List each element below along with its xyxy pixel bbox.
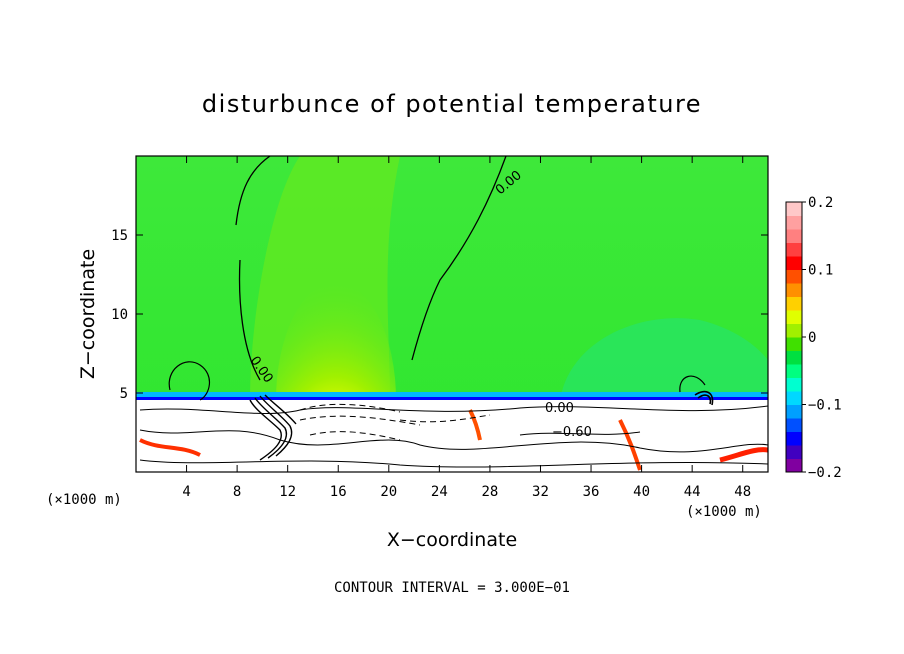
x-axis: 4 8 12 16 20 24 28 32 36 40 44 48 xyxy=(182,156,751,500)
colorbar-tick-label-1: 0.1 xyxy=(808,263,833,279)
x-tick-label-7: 32 xyxy=(532,484,549,500)
colorbar: 0.2 0.1 0 −0.1 −0.2 xyxy=(785,195,842,481)
colorbar-tick-label-3: −0.1 xyxy=(808,398,842,414)
x-tick-label-6: 28 xyxy=(481,484,498,500)
cold-layer-contours xyxy=(139,405,768,468)
x-tick-label-11: 48 xyxy=(734,484,751,500)
colorbar-tick-label-4: −0.2 xyxy=(808,465,842,481)
colorbar-cell-15 xyxy=(786,256,802,270)
x-tick-label-1: 8 xyxy=(233,484,241,500)
x-tick-label-0: 4 xyxy=(182,484,190,500)
cold-layer-red-streak-right xyxy=(618,419,642,471)
y-axis-label: Z−coordinate xyxy=(77,249,99,379)
colorbar-cell-1 xyxy=(786,445,802,459)
dashed-contours xyxy=(299,403,491,441)
colorbar-cell-10 xyxy=(786,323,802,338)
x-tick-label-10: 44 xyxy=(684,484,701,500)
colorbar-tick-label-2: 0 xyxy=(808,330,816,346)
colorbar-cell-5 xyxy=(786,391,802,405)
colorbar-cell-6 xyxy=(786,377,802,392)
y-axis: 5 10 15 xyxy=(111,228,768,402)
x-tick-label-4: 20 xyxy=(380,484,397,500)
colorbar-cell-8 xyxy=(786,350,802,365)
teal-patch-right xyxy=(560,318,768,400)
colorbar-cell-19 xyxy=(786,202,802,216)
interface-layer-blue xyxy=(136,392,768,398)
colorbar-cell-13 xyxy=(786,283,802,297)
interface-layer-dark xyxy=(136,397,768,400)
cold-layer-red-streak-far xyxy=(719,447,768,463)
colorbar-cell-18 xyxy=(786,215,802,230)
x-tick-label-5: 24 xyxy=(431,484,448,500)
cold-layer-red-streak-left xyxy=(139,438,201,457)
zero-contour-right-loop xyxy=(679,375,706,393)
colorbar-cell-12 xyxy=(786,296,802,311)
colorbar-cell-7 xyxy=(786,364,802,378)
y-tick-label-2: 15 xyxy=(111,228,128,244)
contour-field xyxy=(136,156,768,472)
zero-contour-left-loop xyxy=(168,361,210,401)
colorbar-cell-3 xyxy=(786,418,802,432)
contour-interval-text: CONTOUR INTERVAL = 3.000E−01 xyxy=(334,580,570,596)
colorbar-cell-4 xyxy=(786,404,802,419)
zero-contour xyxy=(235,156,507,381)
colorbar-cell-16 xyxy=(786,242,802,257)
x-tick-label-9: 40 xyxy=(633,484,650,500)
dense-contour-cluster-right xyxy=(694,390,714,406)
y-tick-label-0: 5 xyxy=(120,386,128,402)
x-unit-left: (×1000 m) xyxy=(46,492,122,508)
colorbar-tick-label-0: 0.2 xyxy=(808,195,833,211)
colorbar-cell-0 xyxy=(786,458,802,473)
dense-contour-cluster-left xyxy=(249,394,297,461)
colorbar-cell-17 xyxy=(786,229,802,243)
cold-layer xyxy=(136,400,768,472)
x-tick-label-3: 16 xyxy=(330,484,347,500)
contour-label-2: 0.00 xyxy=(545,401,574,416)
contour-label-3: −0.60 xyxy=(552,425,592,440)
x-unit-right: (×1000 m) xyxy=(686,504,762,520)
colorbar-cell-11 xyxy=(786,310,802,324)
y-tick-label-1: 10 xyxy=(111,307,128,323)
colorbar-cell-14 xyxy=(786,269,802,284)
x-tick-label-8: 36 xyxy=(583,484,600,500)
colorbar-cell-9 xyxy=(786,337,802,351)
chart-title: disturbunce of potential temperature xyxy=(202,90,702,118)
x-tick-label-2: 12 xyxy=(279,484,296,500)
colorbar-cell-2 xyxy=(786,431,802,446)
cold-layer-red-streak-mid xyxy=(468,409,482,441)
x-axis-label: X−coordinate xyxy=(387,529,517,551)
